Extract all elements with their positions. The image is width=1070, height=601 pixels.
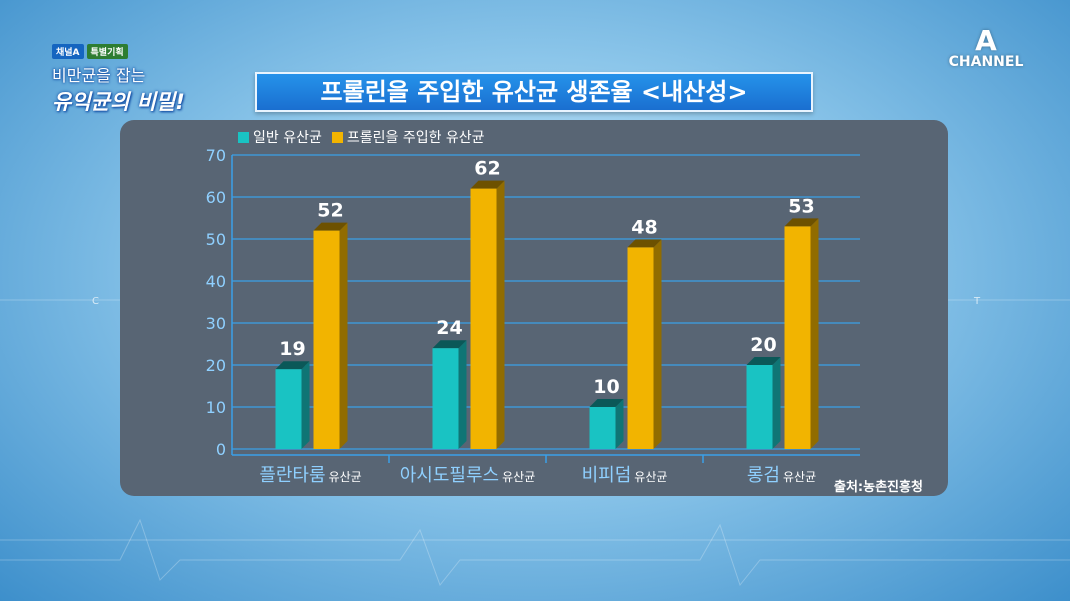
y-tick-label: 0 <box>216 440 226 459</box>
data-label: 52 <box>317 200 343 222</box>
y-tick-label: 50 <box>206 230 226 249</box>
channel-tag: 채널A <box>52 44 84 59</box>
data-label: 62 <box>474 158 500 180</box>
side-mark-left: C <box>92 296 99 307</box>
side-mark-right: T <box>974 296 981 307</box>
bar-side <box>810 218 819 449</box>
data-label: 19 <box>279 338 305 360</box>
y-tick-label: 70 <box>206 146 226 165</box>
channel-logo-text: CHANNEL <box>948 54 1024 70</box>
program-logo: 채널A 특별기획 비만균을 잡는 유익균의 비밀! <box>52 44 202 116</box>
bar-side <box>772 357 781 449</box>
bar <box>275 369 302 449</box>
chart-legend: 일반 유산균 프롤린을 주입한 유산균 <box>238 127 485 147</box>
program-title: 유익균의 비밀! <box>52 90 185 114</box>
bar <box>784 226 811 449</box>
bar <box>470 188 497 449</box>
chart-title: 프롤린을 주입한 유산균 생존율 <내산성> <box>255 72 813 112</box>
source-note: 출처:농촌진흥청 <box>834 480 923 495</box>
x-tick-label: 비피덤 유산균 <box>582 465 668 486</box>
bar-side <box>496 180 505 449</box>
bar-side <box>301 361 310 449</box>
data-label: 48 <box>631 216 657 238</box>
data-label: 53 <box>788 195 814 217</box>
legend-item-proline: 프롤린을 주입한 유산균 <box>331 127 485 147</box>
bar-side <box>339 222 348 449</box>
channel-a-mark: A <box>975 24 997 57</box>
bar-top <box>313 222 348 231</box>
bar <box>313 230 340 449</box>
bar <box>432 348 459 449</box>
y-tick-label: 30 <box>206 314 226 333</box>
x-tick-label: 플란타룸 유산균 <box>259 465 361 486</box>
bar-top <box>746 357 781 365</box>
legend-swatch-regular <box>238 131 249 143</box>
data-label: 10 <box>593 376 619 398</box>
legend-swatch-proline <box>331 131 343 143</box>
y-tick-label: 10 <box>206 398 226 417</box>
legend-label-regular: 일반 유산균 <box>253 130 322 146</box>
bar <box>746 365 773 449</box>
bar-side <box>653 239 662 449</box>
channel-logo: A CHANNEL <box>944 24 1028 71</box>
bar-top <box>784 218 819 227</box>
y-tick-label: 40 <box>206 272 226 291</box>
program-subtitle: 비만균을 잡는 <box>52 66 146 85</box>
bar <box>589 407 616 449</box>
bar-side <box>458 340 467 449</box>
legend-label-proline: 프롤린을 주입한 유산균 <box>346 130 485 146</box>
x-tick-label: 롱검 유산균 <box>747 465 816 486</box>
legend-item-regular: 일반 유산균 <box>238 127 322 147</box>
bar-top <box>470 180 505 189</box>
bar-side <box>615 399 624 449</box>
bar-top <box>589 399 624 407</box>
data-label: 24 <box>436 317 462 339</box>
data-label: 20 <box>750 334 776 356</box>
special-tag: 특별기획 <box>86 44 128 59</box>
x-tick-label: 아시도필루스 유산균 <box>400 465 535 486</box>
y-tick-label: 20 <box>206 356 226 375</box>
y-tick-label: 60 <box>206 188 226 207</box>
bar-top <box>275 361 310 370</box>
bar <box>627 247 654 449</box>
bar-top <box>432 340 467 349</box>
bar-top <box>627 239 662 248</box>
